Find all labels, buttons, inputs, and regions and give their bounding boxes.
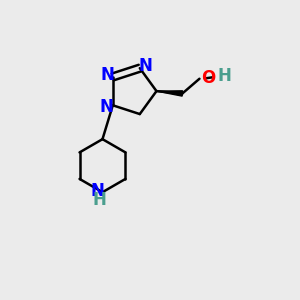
Text: H: H [217, 68, 231, 85]
Text: N: N [138, 57, 152, 75]
Text: H: H [92, 190, 106, 208]
Text: N: N [100, 98, 114, 116]
Text: N: N [90, 182, 104, 200]
Text: O: O [201, 69, 215, 87]
Polygon shape [157, 91, 183, 96]
Text: N: N [100, 66, 114, 84]
